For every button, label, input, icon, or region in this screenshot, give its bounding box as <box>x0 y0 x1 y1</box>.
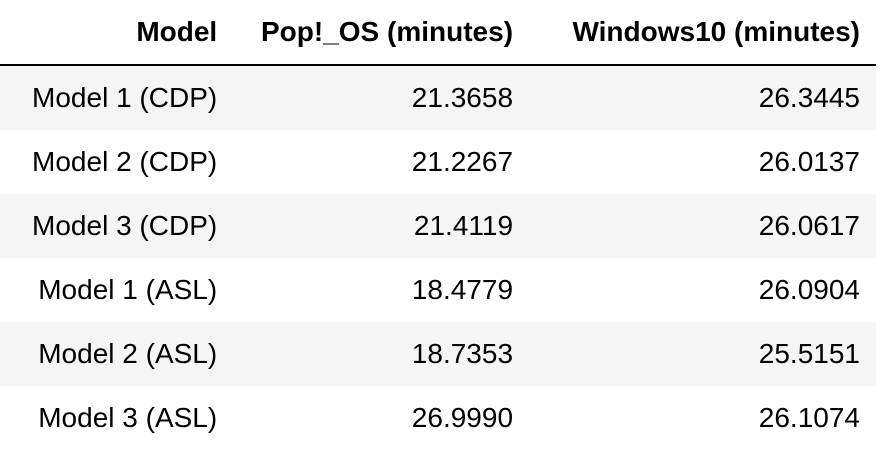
cell-windows10: 26.0137 <box>758 146 860 177</box>
table-row: Model 1 (ASL) 18.4779 26.0904 <box>0 258 876 322</box>
table-row: Model 2 (CDP) 21.2267 26.0137 <box>0 130 876 194</box>
header-row: Model Pop!_OS (minutes) Windows10 (minut… <box>0 0 876 66</box>
table-row: Model 2 (ASL) 18.7353 25.5151 <box>0 322 876 386</box>
cell-pop-os: 21.2267 <box>411 146 514 177</box>
cell-model: Model 2 (ASL) <box>38 338 218 369</box>
table-header: Model Pop!_OS (minutes) Windows10 (minut… <box>0 0 876 66</box>
cell-model: Model 1 (CDP) <box>32 82 218 113</box>
cell-pop-os: 18.7353 <box>411 338 514 369</box>
header-model: Model <box>0 0 218 66</box>
cell-windows10: 26.0617 <box>758 210 860 241</box>
header-windows10: Windows10 (minutes) <box>513 0 876 66</box>
cell-model: Model 3 (CDP) <box>32 210 218 241</box>
table-row: Model 3 (CDP) 21.4119 26.0617 <box>0 194 876 258</box>
cell-pop-os: 18.4779 <box>411 274 514 305</box>
table-row: Model 3 (ASL) 26.9990 26.1074 <box>0 386 876 450</box>
cell-pop-os: 26.9990 <box>411 402 514 433</box>
cell-pop-os: 21.3658 <box>411 82 514 113</box>
cell-model: Model 2 (CDP) <box>32 146 218 177</box>
cell-windows10: 26.0904 <box>758 274 860 305</box>
cell-pop-os: 21.4119 <box>413 210 514 241</box>
cell-windows10: 26.3445 <box>758 82 860 113</box>
header-pop-os: Pop!_OS (minutes) <box>217 0 514 66</box>
table-row: Model 1 (CDP) 21.3658 26.3445 <box>0 65 876 130</box>
table-body: Model 1 (CDP) 21.3658 26.3445 Model 2 (C… <box>0 65 876 450</box>
cell-windows10: 25.5151 <box>758 338 860 369</box>
cell-model: Model 1 (ASL) <box>38 274 218 305</box>
cell-model: Model 3 (ASL) <box>38 402 218 433</box>
cell-windows10: 26.1074 <box>758 402 860 433</box>
